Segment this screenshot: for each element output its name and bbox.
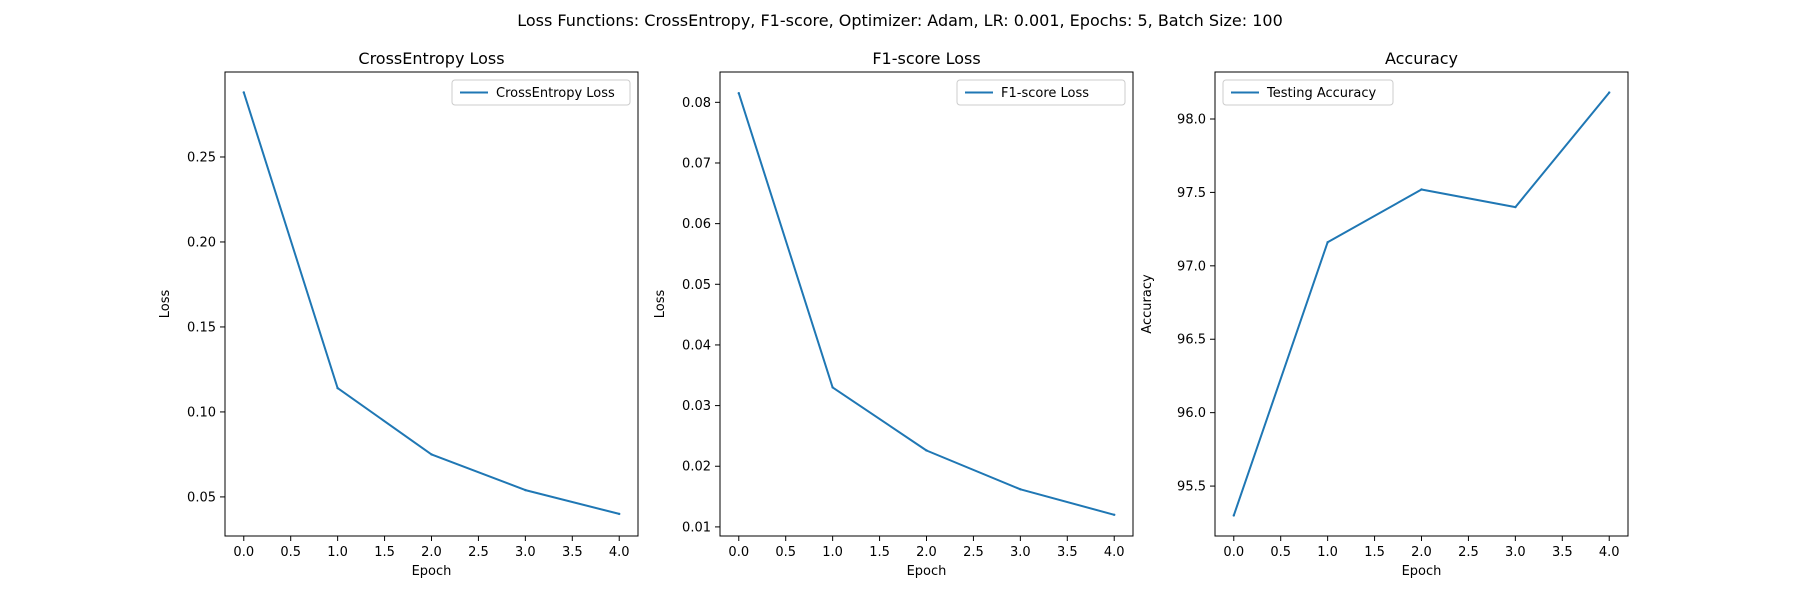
series-line xyxy=(1232,91,1610,516)
x-tick-label: 2.0 xyxy=(421,545,442,560)
data-point xyxy=(336,386,339,390)
x-axis-label: Epoch xyxy=(907,564,947,579)
x-tick-label: 4.0 xyxy=(609,545,630,560)
axes-frame xyxy=(224,71,639,537)
data-point xyxy=(242,91,245,94)
y-tick-label: 0.06 xyxy=(682,217,711,232)
x-tick-label: 0.0 xyxy=(233,545,254,560)
subplot-title: Accuracy xyxy=(1385,49,1458,68)
y-tick-label: 0.10 xyxy=(187,405,216,420)
x-axis-label: Epoch xyxy=(1402,564,1442,579)
legend-label: Testing Accuracy xyxy=(1266,86,1376,101)
x-tick-label: 0.5 xyxy=(775,545,796,560)
x-tick-label: 3.5 xyxy=(1057,545,1078,560)
subplot-3: Accuracy 0.0 0.5 1.0 1.5 2.0 2.5 3.0 3.5 4.0 95.5 9… xyxy=(1140,49,1629,579)
subplot-2: F1-score Loss 0.0 0.5 1.0 1.5 2.0 2.5 3.0 3.5 4.0… xyxy=(653,49,1134,579)
x-tick-label: 4.0 xyxy=(1599,545,1620,560)
x-tick-label: 2.0 xyxy=(1411,545,1432,560)
data-point xyxy=(1232,514,1235,517)
x-tick-label: 2.5 xyxy=(1458,545,1479,560)
subplot-1: CrossEntropy Loss 0.0 0.5 1.0 1.5 2.0 2.5 3.0 3.… xyxy=(158,49,639,579)
data-point xyxy=(430,453,433,456)
legend-box xyxy=(451,79,631,106)
legend-box xyxy=(1222,79,1394,106)
data-point xyxy=(1326,241,1329,244)
y-tick-label: 0.02 xyxy=(682,460,711,475)
x-tick-label: 0.5 xyxy=(1270,545,1291,560)
y-tick-label: 96.0 xyxy=(1177,406,1206,421)
y-tick-label: 0.03 xyxy=(682,399,711,414)
data-point xyxy=(618,512,621,516)
y-tick-label: 0.05 xyxy=(682,278,711,293)
x-tick-label: 1.0 xyxy=(1317,545,1338,560)
y-tick-label: 95.5 xyxy=(1177,480,1206,495)
x-tick-label: 3.0 xyxy=(1010,545,1031,560)
y-axis-label: Loss xyxy=(653,290,668,319)
data-point xyxy=(1514,205,1517,209)
x-tick-label: 1.5 xyxy=(1364,545,1385,560)
data-point xyxy=(1420,188,1423,191)
legend-box xyxy=(956,79,1126,106)
y-tick-label: 97.0 xyxy=(1177,259,1206,274)
x-tick-label: 0.0 xyxy=(1223,545,1244,560)
data-point xyxy=(1019,488,1022,491)
x-tick-label: 3.0 xyxy=(515,545,536,560)
y-tick-label: 0.04 xyxy=(682,338,711,353)
y-tick-label: 0.05 xyxy=(187,490,216,505)
data-point xyxy=(1113,513,1116,516)
x-tick-label: 2.0 xyxy=(916,545,937,560)
x-axis-label: Epoch xyxy=(412,564,452,579)
y-tick-label: 0.08 xyxy=(682,96,711,111)
y-tick-label: 97.5 xyxy=(1177,186,1206,201)
x-tick-label: 1.0 xyxy=(822,545,843,560)
y-tick-label: 0.25 xyxy=(187,150,216,165)
x-tick-label: 3.0 xyxy=(1505,545,1526,560)
data-point xyxy=(737,92,740,95)
data-point xyxy=(524,488,527,492)
legend: Testing Accuracy xyxy=(1222,79,1394,106)
x-tick-label: 1.5 xyxy=(869,545,890,560)
x-tick-label: 0.0 xyxy=(728,545,749,560)
y-axis-label: Accuracy xyxy=(1140,274,1155,334)
data-point xyxy=(1608,91,1611,94)
subplot-title: CrossEntropy Loss xyxy=(358,49,504,68)
data-point xyxy=(925,449,928,452)
y-axis-label: Loss xyxy=(158,290,173,319)
axes-frame xyxy=(719,71,1134,537)
x-tick-label: 2.5 xyxy=(963,545,984,560)
legend: F1-score Loss xyxy=(956,79,1126,106)
y-tick-label: 0.01 xyxy=(682,520,711,535)
legend-label: F1-score Loss xyxy=(1001,86,1089,101)
x-tick-label: 0.5 xyxy=(280,545,301,560)
x-tick-label: 3.5 xyxy=(1552,545,1573,560)
subplot-title: F1-score Loss xyxy=(872,49,980,68)
x-tick-label: 2.5 xyxy=(468,545,489,560)
x-tick-label: 1.0 xyxy=(327,545,348,560)
figure-suptitle: Loss Functions: CrossEntropy, F1-score, … xyxy=(517,11,1283,30)
series-line xyxy=(242,92,620,515)
y-tick-label: 0.20 xyxy=(187,235,216,250)
x-tick-label: 4.0 xyxy=(1104,545,1125,560)
x-tick-label: 1.5 xyxy=(374,545,395,560)
y-tick-label: 0.15 xyxy=(187,320,216,335)
legend-label: CrossEntropy Loss xyxy=(496,86,615,101)
y-tick-label: 0.07 xyxy=(682,156,711,171)
y-tick-label: 96.5 xyxy=(1177,333,1206,348)
x-tick-label: 3.5 xyxy=(562,545,583,560)
y-tick-label: 98.0 xyxy=(1177,112,1206,127)
data-point xyxy=(831,386,834,389)
axes-frame xyxy=(1214,71,1629,537)
legend: CrossEntropy Loss xyxy=(451,79,631,106)
